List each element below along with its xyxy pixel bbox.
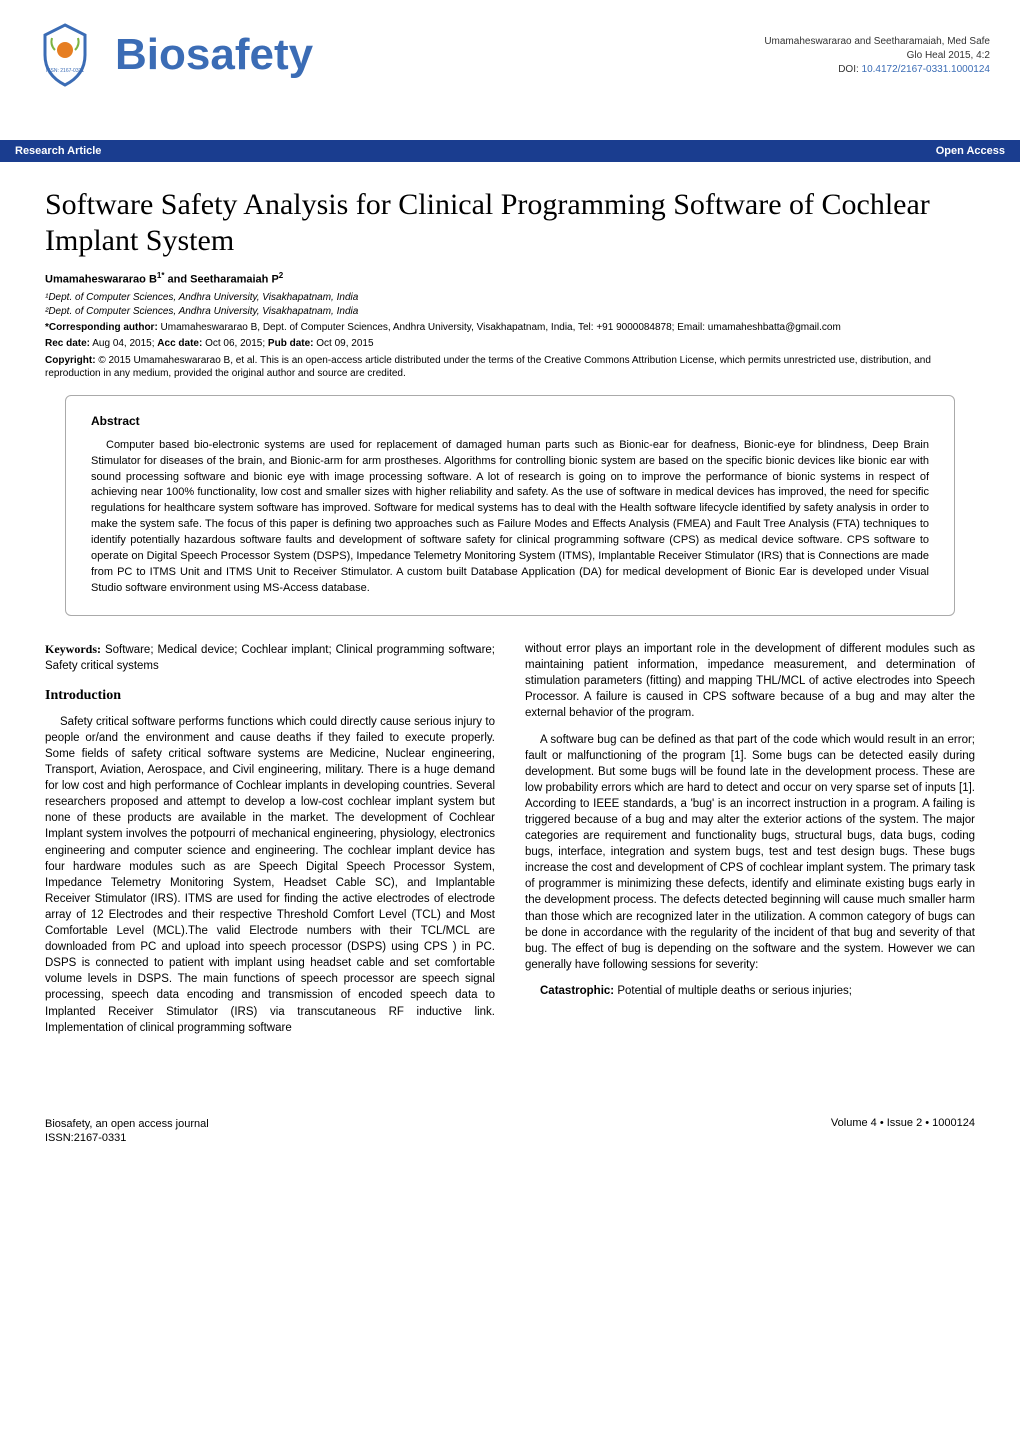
col2-paragraph-2: A software bug can be defined as that pa… (525, 732, 975, 973)
footer-issn: ISSN:2167-0331 (45, 1131, 209, 1145)
catastrophic-label: Catastrophic: (540, 985, 614, 997)
authors-and: and Seetharamaiah P (164, 274, 278, 286)
footer-journal: Biosafety, an open access journal (45, 1117, 209, 1131)
copyright-text: © 2015 Umamaheswararao B, et al. This is… (45, 355, 931, 379)
rec-date: Aug 04, 2015; (90, 338, 157, 349)
open-access-label: Open Access (936, 145, 1005, 157)
journal-title: Biosafety (115, 30, 313, 80)
column-left: Keywords: Software; Medical device; Coch… (45, 641, 495, 1046)
corresponding-label: *Corresponding author: (45, 322, 158, 333)
keywords-text: Software; Medical device; Cochlear impla… (45, 644, 495, 672)
column-right: without error plays an important role in… (525, 641, 975, 1046)
keywords-paragraph: Keywords: Software; Medical device; Coch… (45, 641, 495, 674)
acc-label: Acc date: (157, 338, 202, 349)
pub-date: Oct 09, 2015 (313, 338, 373, 349)
affiliation1: ¹Dept. of Computer Sciences, Andhra Univ… (45, 292, 975, 303)
body-columns: Keywords: Software; Medical device; Coch… (45, 641, 975, 1046)
intro-paragraph-1: Safety critical software performs functi… (45, 714, 495, 1036)
copyright-line: Copyright: © 2015 Umamaheswararao B, et … (45, 354, 975, 380)
citation-line2: Glo Heal 2015, 4:2 (764, 49, 990, 63)
copyright-label: Copyright: (45, 355, 96, 366)
footer-right: Volume 4 • Issue 2 • 1000124 (831, 1117, 975, 1146)
author2-sup: 2 (279, 271, 283, 280)
article-title: Software Safety Analysis for Clinical Pr… (45, 187, 975, 259)
doi-line: DOI: 10.4172/2167-0331.1000124 (764, 63, 990, 77)
doi-label: DOI: (838, 64, 861, 75)
page-footer: Biosafety, an open access journal ISSN:2… (0, 1101, 1020, 1171)
introduction-heading: Introduction (45, 686, 495, 706)
keywords-label: Keywords: (45, 642, 101, 656)
affiliation2: ²Dept. of Computer Sciences, Andhra Univ… (45, 306, 975, 317)
citation-block: Umamaheswararao and Seetharamaiah, Med S… (764, 35, 990, 77)
pub-label: Pub date: (268, 338, 314, 349)
corresponding-author: *Corresponding author: Umamaheswararao B… (45, 322, 975, 333)
authors-line: Umamaheswararao B1* and Seetharamaiah P2 (45, 271, 975, 286)
rec-label: Rec date: (45, 338, 90, 349)
catastrophic-text: Potential of multiple deaths or serious … (614, 985, 852, 997)
header-bar: Research Article Open Access (0, 140, 1020, 162)
col2-paragraph-1: without error plays an important role in… (525, 641, 975, 721)
corresponding-text: Umamaheswararao B, Dept. of Computer Sci… (158, 322, 841, 333)
content-area: Software Safety Analysis for Clinical Pr… (0, 162, 1020, 1071)
dates-line: Rec date: Aug 04, 2015; Acc date: Oct 06… (45, 338, 975, 349)
abstract-heading: Abstract (91, 414, 929, 428)
abstract-text: Computer based bio-electronic systems ar… (91, 438, 929, 597)
footer-left: Biosafety, an open access journal ISSN:2… (45, 1117, 209, 1146)
author1: Umamaheswararao B (45, 274, 157, 286)
citation-line1: Umamaheswararao and Seetharamaiah, Med S… (764, 35, 990, 49)
svg-text:ISSN: 2167-0331: ISSN: 2167-0331 (46, 68, 85, 74)
biosafety-logo-icon: ISSN: 2167-0331 (30, 20, 100, 90)
abstract-box: Abstract Computer based bio-electronic s… (65, 395, 955, 616)
page-header: ISSN: 2167-0331 Biosafety Umamaheswarara… (0, 0, 1020, 140)
acc-date: Oct 06, 2015; (202, 338, 268, 349)
doi-link[interactable]: 10.4172/2167-0331.1000124 (862, 64, 990, 75)
article-type-label: Research Article (15, 145, 101, 157)
catastrophic-line: Catastrophic: Potential of multiple deat… (525, 983, 975, 999)
